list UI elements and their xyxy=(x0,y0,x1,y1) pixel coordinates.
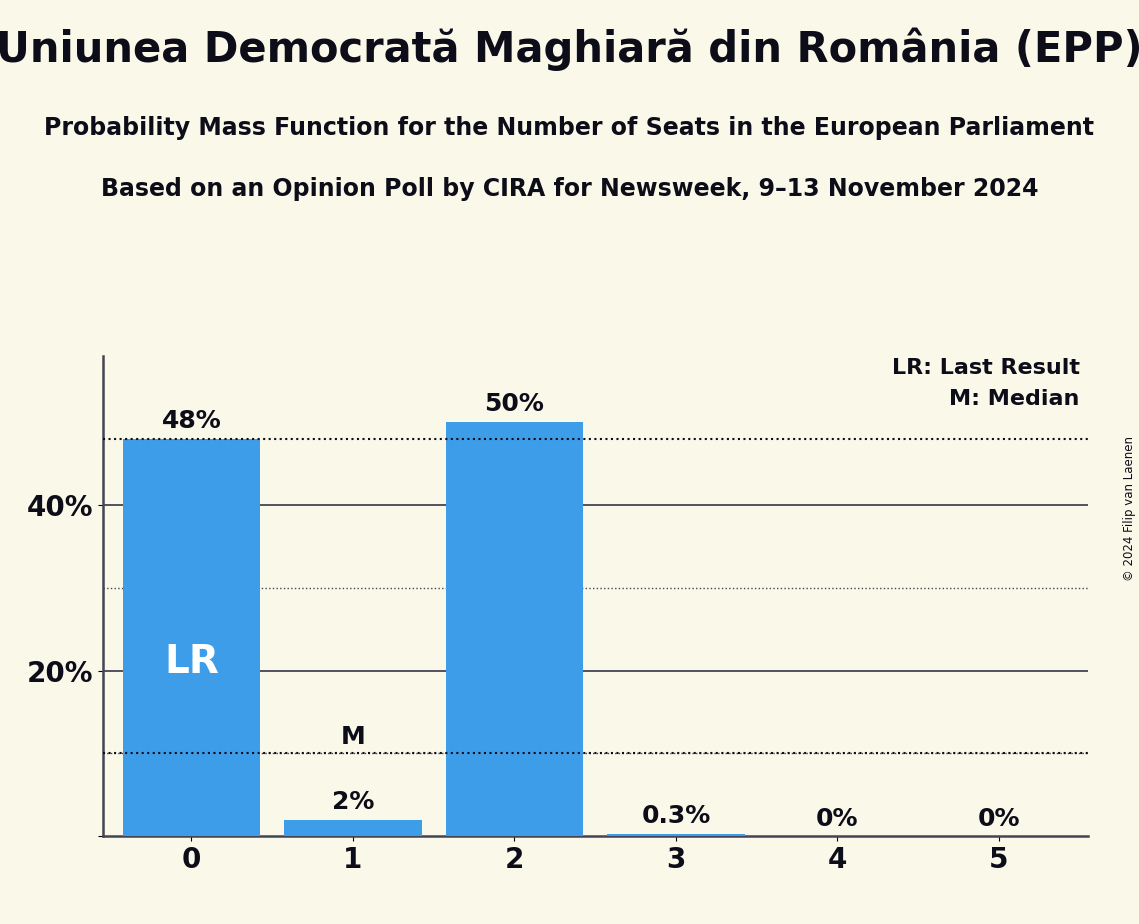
Text: Uniunea Democrată Maghiară din România (EPP): Uniunea Democrată Maghiară din România (… xyxy=(0,28,1139,71)
Text: 0%: 0% xyxy=(817,808,859,832)
Bar xyxy=(445,422,583,836)
Text: M: Median: M: Median xyxy=(949,389,1080,409)
Text: LR: LR xyxy=(164,643,219,681)
Text: © 2024 Filip van Laenen: © 2024 Filip van Laenen xyxy=(1123,436,1137,580)
Text: LR: Last Result: LR: Last Result xyxy=(892,359,1080,378)
Text: M: M xyxy=(341,725,366,749)
Text: 50%: 50% xyxy=(484,392,544,416)
Text: Based on an Opinion Poll by CIRA for Newsweek, 9–13 November 2024: Based on an Opinion Poll by CIRA for New… xyxy=(100,177,1039,201)
Text: Probability Mass Function for the Number of Seats in the European Parliament: Probability Mass Function for the Number… xyxy=(44,116,1095,140)
Text: 0.3%: 0.3% xyxy=(641,804,711,828)
Text: 0%: 0% xyxy=(977,808,1021,832)
Bar xyxy=(607,833,745,836)
Bar xyxy=(285,820,421,836)
Text: 48%: 48% xyxy=(162,408,221,432)
Bar xyxy=(123,439,260,836)
Text: 2%: 2% xyxy=(331,790,374,814)
